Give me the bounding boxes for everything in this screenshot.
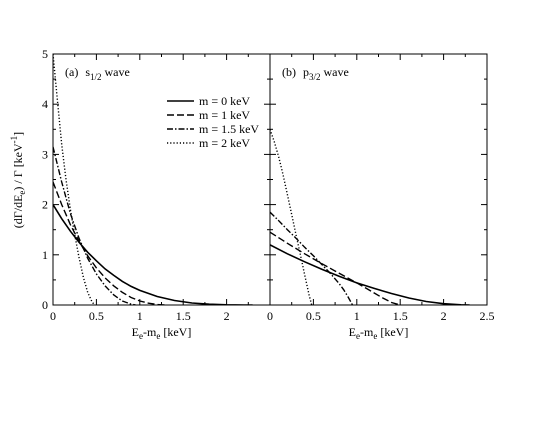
y-axis-label: (dΓ/dEe) / Γ [keV-1] xyxy=(9,132,27,228)
x-tick-label: 1 xyxy=(137,309,143,323)
y-tick-label: 3 xyxy=(42,147,48,161)
series-m-0-kev xyxy=(53,204,253,305)
x-tick-label: 0 xyxy=(267,309,273,323)
series-m-1-5-kev xyxy=(270,211,354,305)
legend-entry: m = 1.5 keV xyxy=(199,122,259,136)
y-tick-label: 0 xyxy=(42,298,48,312)
legend-entry: m = 0 keV xyxy=(199,94,250,108)
panel-a: 0 0.5 1 1.5 2 0 1 2 3 4 5 Ee-me [keV] (a) s1/2 wave xyxy=(42,47,271,341)
x-axis-label: Ee-me [keV] xyxy=(349,325,409,341)
series-m-2-kev xyxy=(53,54,96,305)
y-tick-label: 1 xyxy=(42,248,48,262)
plot-frame xyxy=(52,53,271,306)
panel-b: 0 0.5 1 1.5 2 2.5 Ee-me [keV] (b) p3/2 wave xyxy=(267,53,495,341)
series-m-1-kev xyxy=(53,181,166,305)
legend-entry: m = 1 keV xyxy=(199,108,250,122)
y-axis-label-text: (dΓ/dEe) / Γ [keV-1] xyxy=(9,132,27,228)
series-m-0-kev xyxy=(270,244,470,305)
series-m-2-kev xyxy=(270,129,313,305)
x-tick-label: 0.5 xyxy=(89,309,104,323)
x-tick-label: 0.5 xyxy=(306,309,321,323)
series-m-1-5-kev xyxy=(53,146,136,305)
x-tick-label: 1.5 xyxy=(176,309,191,323)
y-tick-label: 5 xyxy=(42,47,48,61)
x-tick-label: 1.5 xyxy=(393,309,408,323)
x-tick-label: 2.5 xyxy=(480,309,495,323)
x-tick-label: 2 xyxy=(441,309,447,323)
y-tick-label: 4 xyxy=(42,97,48,111)
x-tick-label: 2 xyxy=(224,309,230,323)
series-m-1-kev xyxy=(270,231,401,305)
y-tick-label: 2 xyxy=(42,198,48,212)
legend-entry: m = 2 keV xyxy=(199,136,250,150)
x-axis-label: Ee-me [keV] xyxy=(132,325,192,341)
x-tick-label: 1 xyxy=(354,309,360,323)
panel-title: (b) p3/2 wave xyxy=(282,65,349,82)
x-tick-label: 0 xyxy=(50,309,56,323)
panel-title: (a) s1/2 wave xyxy=(65,65,130,82)
